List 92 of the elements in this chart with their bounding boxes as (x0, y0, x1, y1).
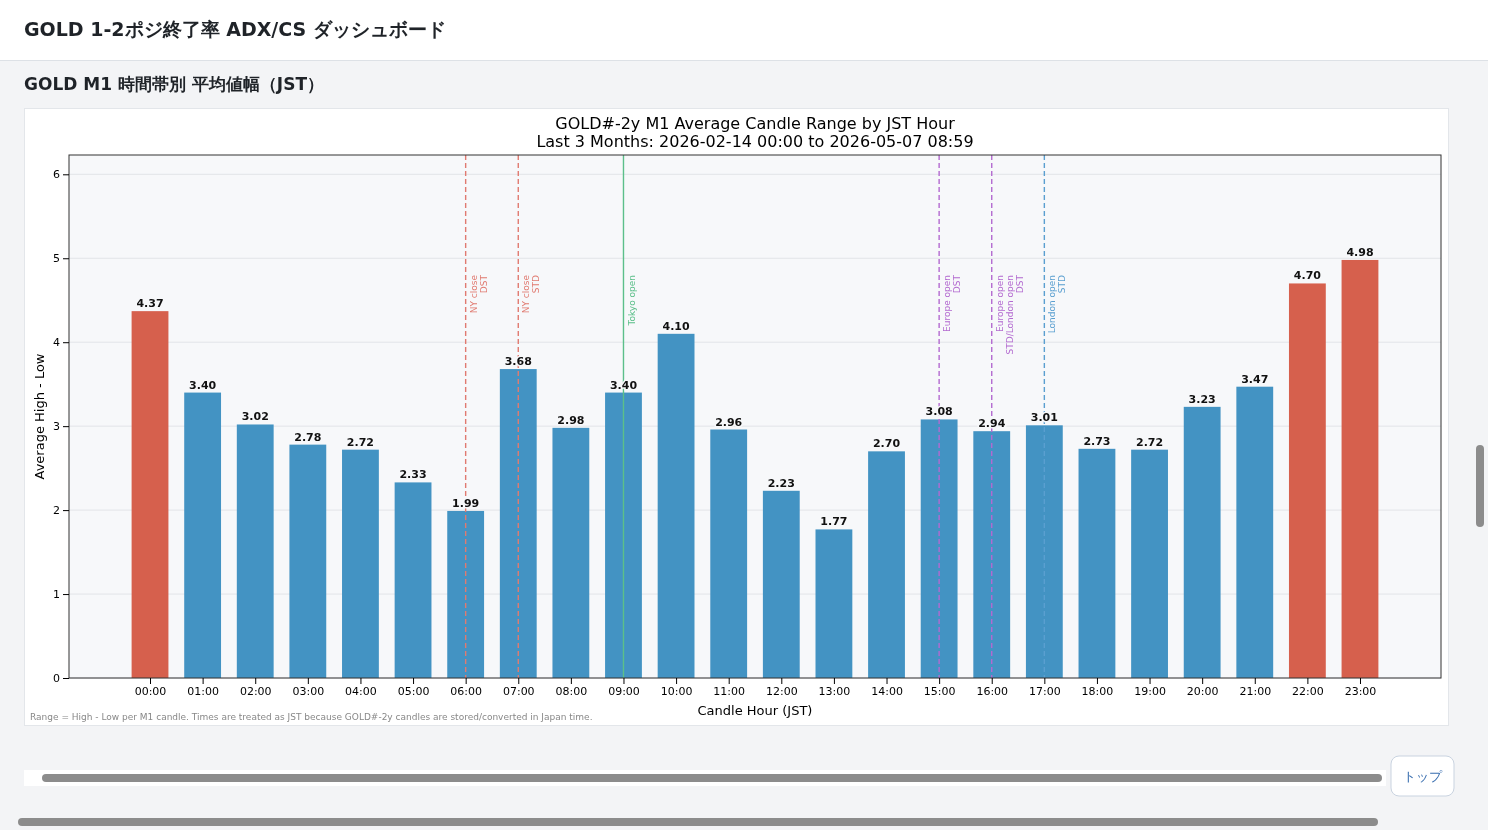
x-tick-label: 17:00 (1028, 684, 1061, 698)
y-tick-label: 0 (53, 672, 60, 686)
bar (1288, 283, 1326, 678)
x-tick-label: 01:00 (187, 684, 219, 698)
data-label: 3.40 (189, 378, 217, 392)
data-label: 3.68 (504, 355, 532, 369)
text: Range = High - Low per M1 candle. Times are treated as JST because GOLD#-2y candles are stored/converted in Japan time. (30, 712, 593, 722)
chart-title: GOLD#-2y M1 Average Candle Range by JST Hour (555, 114, 956, 133)
bar (605, 392, 642, 678)
data-label: 2.72 (346, 435, 375, 449)
x-tick-label: 02:00 (239, 684, 272, 698)
bar (710, 429, 748, 678)
y-tick-label: 1 (53, 588, 60, 602)
bar (552, 427, 590, 678)
data-label: 4.10 (662, 319, 690, 333)
x-tick-label: 06:00 (450, 684, 483, 698)
x-tick-label: 03:00 (292, 684, 325, 698)
bar (289, 444, 327, 678)
ref-line-label: Europe open DST (942, 274, 963, 332)
data-label: 4.98 (1346, 245, 1374, 259)
data-label: 2.73 (1083, 434, 1111, 448)
data-label: 2.94 (978, 417, 1006, 431)
chart-subtitle: Last 3 Months: 2026-02-14 00:00 to 2026-05-07 08:59 (536, 132, 974, 151)
bar (1131, 449, 1168, 678)
bar (1183, 406, 1221, 678)
data-label: 3.47 (1241, 372, 1269, 386)
bar (1236, 386, 1274, 678)
bar (1341, 259, 1379, 678)
ref-line-label: London open STD (1047, 274, 1068, 334)
data-label: 3.01 (1030, 411, 1058, 425)
x-tick-label: 23:00 (1344, 684, 1377, 698)
data-label: 3.02 (241, 410, 269, 424)
y-tick-label: 5 (53, 252, 60, 266)
bar (1025, 425, 1063, 678)
data-label: 4.70 (1293, 269, 1322, 283)
x-tick-label: 10:00 (660, 684, 693, 698)
bar (236, 424, 274, 678)
x-tick-label: 11:00 (713, 684, 746, 698)
data-label: 2.98 (557, 413, 585, 427)
bar (499, 369, 537, 678)
x-tick-label: 21:00 (1239, 684, 1272, 698)
x-tick-label: 07:00 (502, 684, 535, 698)
y-tick-label: 3 (53, 420, 60, 434)
bar (815, 529, 853, 678)
text: GOLD M1 時間帯別 平均値幅（JST） (24, 74, 325, 94)
x-tick-label: 20:00 (1186, 684, 1219, 698)
x-tick-label: 19:00 (1134, 684, 1166, 698)
x-tick-label: 15:00 (923, 684, 956, 698)
data-label: 3.08 (925, 405, 953, 419)
x-tick-label: 14:00 (871, 684, 903, 698)
bar (342, 449, 379, 678)
data-label: 2.33 (399, 468, 427, 482)
x-tick-label: 22:00 (1292, 684, 1324, 698)
x-tick-label: 09:00 (608, 684, 640, 698)
x-tick-label: 12:00 (765, 684, 798, 698)
data-label: 2.96 (715, 415, 743, 429)
x-tick-label: 16:00 (976, 684, 1009, 698)
x-tick-label: 00:00 (134, 684, 167, 698)
ref-line-label: NY close DST (468, 274, 489, 314)
x-axis-title: Candle Hour (JST) (697, 703, 813, 718)
bar (762, 490, 800, 678)
x-tick-label: 04:00 (345, 684, 377, 698)
data-label: 2.70 (872, 437, 901, 451)
ref-line-label: Tokyo open (626, 275, 637, 327)
data-label: 1.99 (452, 496, 480, 510)
y-tick-label: 2 (53, 504, 60, 518)
top-button: トップ (1390, 755, 1455, 797)
bar (447, 510, 485, 678)
bar (868, 451, 905, 678)
data-label: 2.78 (294, 430, 322, 444)
y-axis-title: Average High - Low (32, 353, 47, 480)
data-label: 3.23 (1188, 392, 1216, 406)
ref-line-label: Europe open STD/London open DST (994, 274, 1025, 355)
text: GOLD 1-2ポジ終了率 ADX/CS ダッシュボード (24, 18, 446, 40)
bar (657, 333, 695, 678)
bar (1078, 448, 1116, 678)
data-label: 2.23 (767, 476, 795, 490)
bar (394, 482, 432, 678)
ref-line-label: NY close STD (521, 274, 542, 314)
x-tick-label: 13:00 (818, 684, 851, 698)
data-label: 4.37 (136, 297, 164, 311)
x-tick-label: 05:00 (397, 684, 430, 698)
x-tick-label: 18:00 (1081, 684, 1114, 698)
bar (184, 392, 222, 678)
x-tick-label: 08:00 (555, 684, 588, 698)
bar (920, 419, 958, 678)
data-label: 2.72 (1135, 435, 1164, 449)
y-tick-label: 6 (53, 168, 60, 182)
data-label: 1.77 (820, 515, 848, 529)
bar (973, 431, 1011, 678)
y-tick-label: 4 (53, 336, 60, 350)
bar (131, 311, 169, 678)
